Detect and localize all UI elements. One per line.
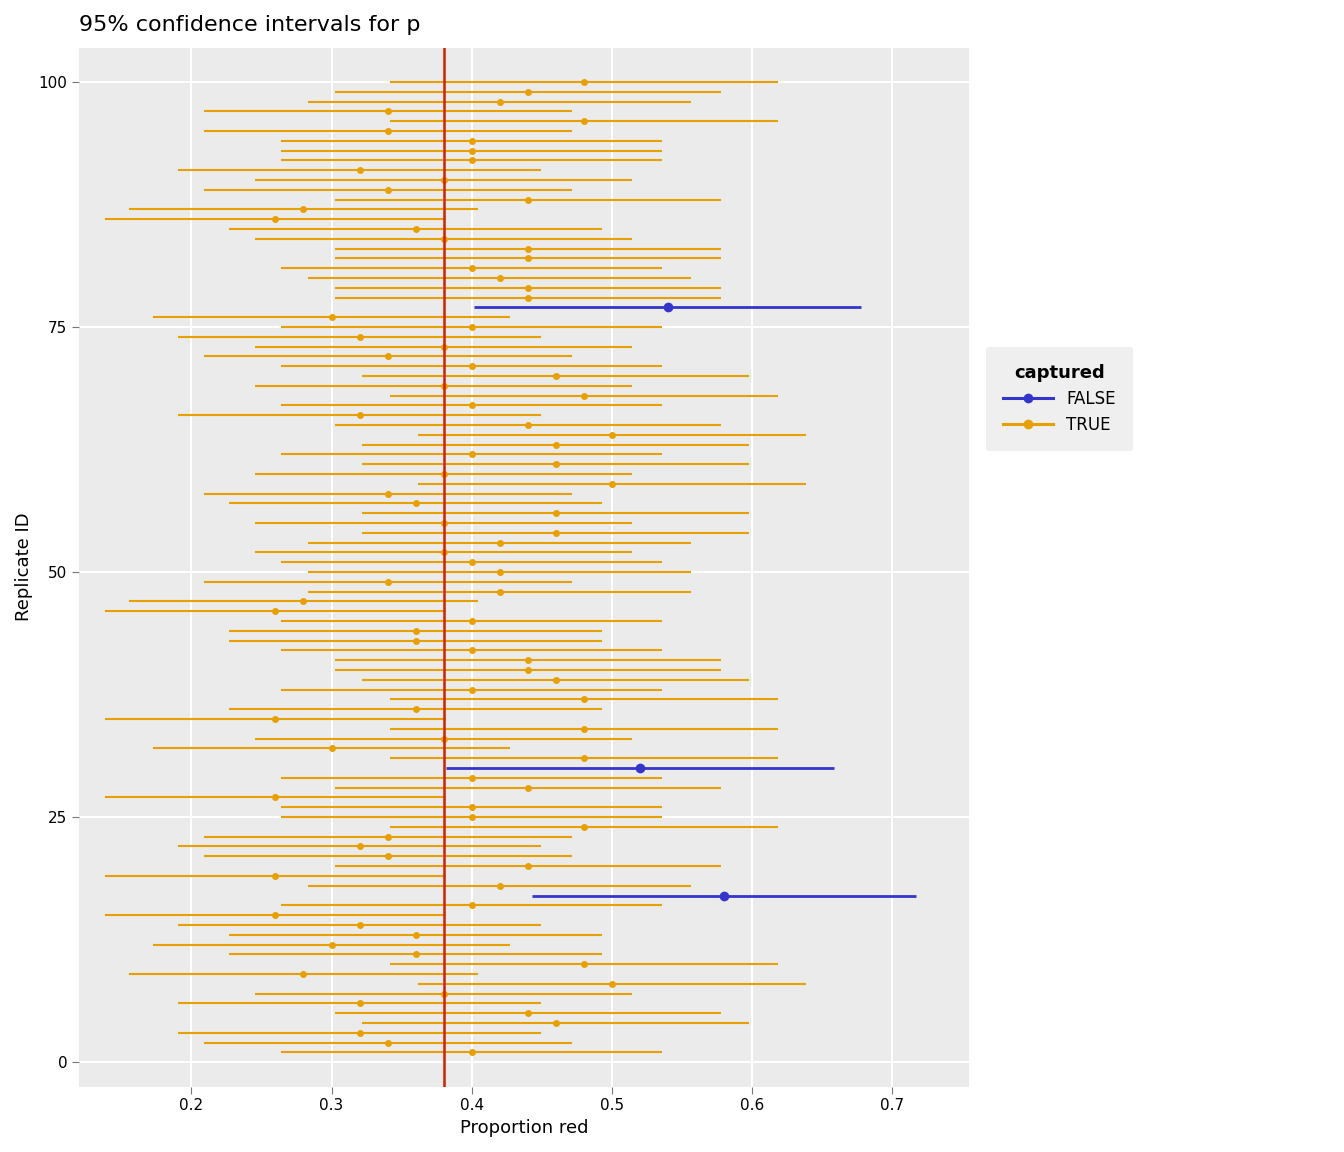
Text: 95% confidence intervals for p: 95% confidence intervals for p (79, 15, 421, 35)
Legend: FALSE, TRUE: FALSE, TRUE (986, 347, 1133, 450)
Y-axis label: Replicate ID: Replicate ID (15, 513, 34, 621)
X-axis label: Proportion red: Proportion red (460, 1119, 589, 1137)
